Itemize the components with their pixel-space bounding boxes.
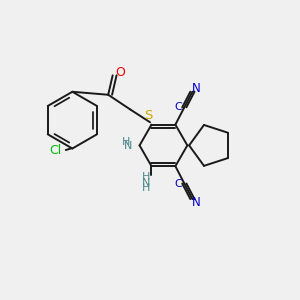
Text: N: N	[192, 82, 201, 95]
Text: N: N	[142, 178, 151, 188]
Text: S: S	[144, 109, 153, 122]
Text: Cl: Cl	[50, 144, 62, 158]
Text: N: N	[124, 141, 133, 151]
Text: O: O	[115, 67, 125, 80]
Text: N: N	[192, 196, 201, 208]
Text: H: H	[142, 183, 151, 193]
Text: H: H	[142, 172, 151, 182]
Text: C: C	[174, 102, 182, 112]
Text: C: C	[174, 179, 182, 189]
Text: H: H	[122, 137, 130, 147]
